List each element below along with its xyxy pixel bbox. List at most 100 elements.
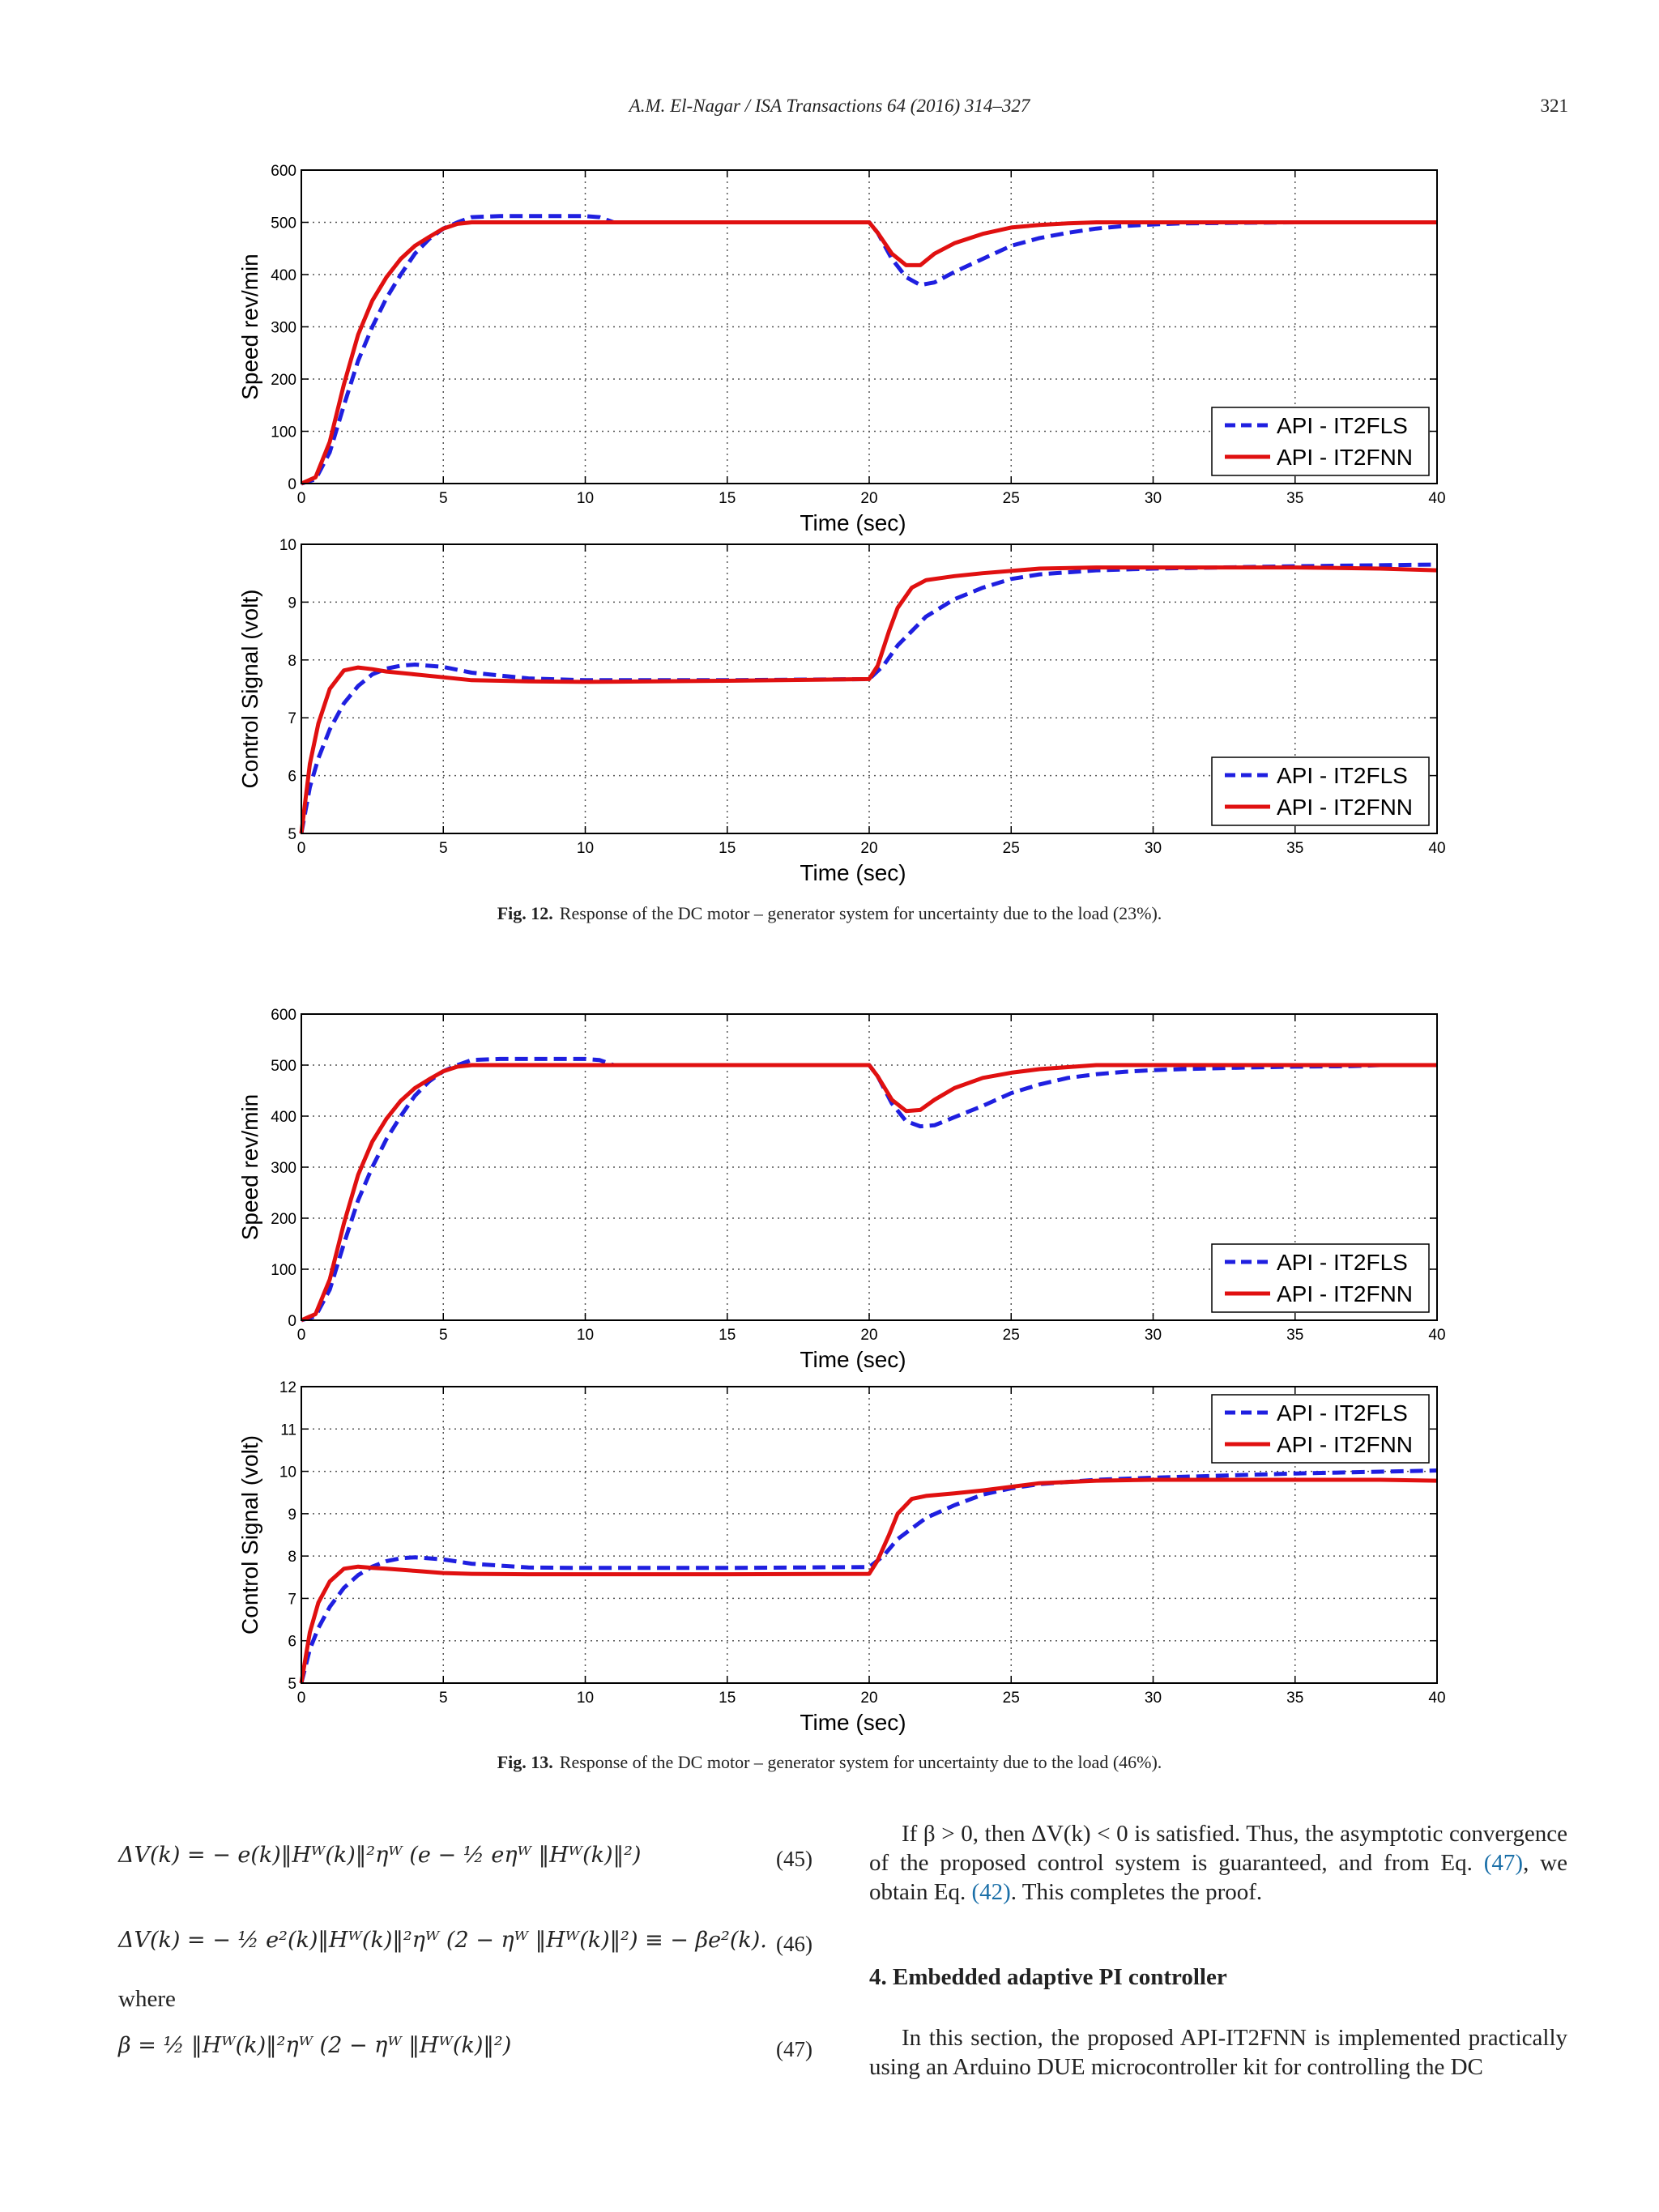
series-line-it2fnn — [299, 1477, 1438, 1684]
eq42-reference-link[interactable]: (42) — [971, 1879, 1011, 1905]
proof-paragraph: If β > 0, then ΔV(k) < 0 is satisfied. T… — [869, 1821, 1567, 1905]
legend-box — [1211, 407, 1430, 476]
x-tick-label: 10 — [577, 1327, 594, 1344]
y-tick-label: 10 — [279, 537, 296, 554]
x-tick-label: 0 — [297, 1690, 306, 1707]
y-tick-label: 9 — [288, 595, 296, 612]
y-tick-label: 400 — [271, 1109, 296, 1126]
x-tick-label: 25 — [1003, 1690, 1020, 1707]
x-tick-label: 40 — [1428, 1690, 1445, 1707]
x-axis-label: Time (sec) — [800, 510, 906, 535]
x-tick-label: 30 — [1145, 1690, 1162, 1707]
page-number: 321 — [1540, 96, 1569, 116]
legend: API - IT2FLS API - IT2FNN — [1211, 407, 1430, 476]
x-tick-label: 15 — [719, 1690, 736, 1707]
x-axis-label: Time (sec) — [800, 860, 906, 885]
legend: API - IT2FLS API - IT2FNN — [1211, 757, 1430, 826]
legend-label-it2fnn: API - IT2FNN — [1277, 445, 1413, 470]
x-tick-label: 30 — [1145, 1327, 1162, 1344]
x-tick-label: 25 — [1003, 1327, 1020, 1344]
figure-13-caption-text: Response of the DC motor – generator sys… — [559, 1752, 1162, 1772]
y-tick-label: 100 — [271, 424, 296, 441]
figure-12-label: Fig. 12. — [497, 903, 553, 923]
x-tick-label: 10 — [577, 490, 594, 507]
y-tick-label: 10 — [279, 1464, 296, 1481]
x-tick-label: 30 — [1145, 840, 1162, 857]
legend: API - IT2FLS API - IT2FNN — [1211, 1394, 1430, 1464]
figure-12-caption: Fig. 12. Response of the DC motor – gener… — [0, 903, 1659, 924]
y-tick-label: 600 — [271, 163, 296, 180]
figure-13-speed-plot: 0 5 10 15 20 25 30 35 400100200300400500600Time … — [237, 1007, 1446, 1372]
y-axis-label: Speed rev/min — [237, 1094, 262, 1241]
x-tick-label: 25 — [1003, 490, 1020, 507]
x-tick-label: 15 — [719, 490, 736, 507]
x-tick-label: 5 — [439, 840, 448, 857]
axes-frame — [301, 1013, 1438, 1321]
equation-46-number: (46) — [776, 1932, 812, 1956]
equation-45: ΔV(k) = − e(k)‖Hᵂ(k)‖²ηᵂ (e − ½ eηᵂ ‖Hᵂ(… — [118, 1843, 642, 1868]
y-tick-label: 6 — [288, 1634, 296, 1651]
x-tick-label: 30 — [1145, 490, 1162, 507]
x-tick-label: 40 — [1428, 1327, 1445, 1344]
equation-45-number: (45) — [776, 1847, 812, 1871]
y-tick-label: 500 — [271, 215, 296, 232]
legend-label-it2fls: API - IT2FLS — [1277, 1250, 1408, 1275]
y-tick-label: 8 — [288, 653, 296, 670]
series-line-it2fnn — [301, 1063, 1437, 1323]
y-tick-label: 9 — [288, 1507, 296, 1524]
figure-12-speed-plot: 0 5 10 15 20 25 30 35 400100200300400500600Time … — [237, 163, 1446, 535]
section-paragraph: In this section, the proposed API-IT2FNN… — [869, 2025, 1567, 2080]
y-tick-label: 400 — [271, 267, 296, 284]
y-tick-label: 12 — [279, 1379, 296, 1396]
y-tick-label: 5 — [288, 826, 296, 843]
legend-box — [1211, 1394, 1430, 1464]
y-tick-label: 500 — [271, 1058, 296, 1075]
x-tick-label: 20 — [860, 840, 877, 857]
eq47-reference-link[interactable]: (47) — [1483, 1850, 1524, 1876]
x-tick-label: 5 — [439, 1690, 448, 1707]
x-tick-label: 10 — [577, 1690, 594, 1707]
y-axis-label: Speed rev/min — [237, 254, 262, 400]
legend-label-it2fls: API - IT2FLS — [1277, 413, 1408, 438]
y-tick-label: 6 — [288, 769, 296, 786]
y-tick-label: 7 — [288, 1591, 296, 1608]
x-tick-label: 35 — [1286, 1327, 1303, 1344]
y-tick-label: 200 — [271, 372, 296, 389]
figure-13-caption: Fig. 13. Response of the DC motor – gener… — [0, 1752, 1659, 1773]
axes-frame — [301, 543, 1438, 834]
x-tick-label: 20 — [860, 1327, 877, 1344]
y-tick-label: 200 — [271, 1211, 296, 1228]
legend-label-it2fls: API - IT2FLS — [1277, 763, 1408, 788]
where-text: where — [118, 1986, 176, 2012]
x-tick-label: 25 — [1003, 840, 1020, 857]
x-axis-label: Time (sec) — [800, 1710, 906, 1735]
x-tick-label: 0 — [297, 1327, 306, 1344]
section-heading: 4. Embedded adaptive PI controller — [869, 1964, 1227, 1990]
figure-12-caption-text: Response of the DC motor – generator sys… — [559, 903, 1162, 923]
series-line-it2fnn — [300, 220, 1437, 486]
y-tick-label: 7 — [288, 710, 296, 727]
y-axis-label: Control Signal (volt) — [237, 590, 262, 789]
y-tick-label: 600 — [271, 1007, 296, 1024]
series-line-it2fls — [301, 214, 1437, 486]
axes-frame — [301, 1386, 1438, 1684]
y-tick-label: 300 — [271, 1160, 296, 1177]
y-tick-label: 5 — [288, 1676, 296, 1693]
equation-47-number: (47) — [776, 2037, 812, 2061]
x-tick-label: 10 — [577, 840, 594, 857]
y-tick-label: 11 — [280, 1421, 296, 1438]
y-axis-label: Control Signal (volt) — [237, 1435, 262, 1634]
y-tick-label: 0 — [288, 1313, 296, 1330]
x-tick-label: 5 — [439, 1327, 448, 1344]
x-tick-label: 20 — [860, 490, 877, 507]
x-tick-label: 35 — [1286, 1690, 1303, 1707]
legend-label-it2fls: API - IT2FLS — [1277, 1400, 1408, 1426]
legend-label-it2fnn: API - IT2FNN — [1277, 795, 1413, 820]
legend-label-it2fnn: API - IT2FNN — [1277, 1281, 1413, 1306]
legend-box — [1211, 757, 1430, 826]
y-tick-label: 100 — [271, 1262, 296, 1279]
y-tick-label: 300 — [271, 320, 296, 337]
x-tick-label: 35 — [1286, 840, 1303, 857]
equation-47: β = ½ ‖Hᵂ(k)‖²ηᵂ (2 − ηᵂ ‖Hᵂ(k)‖²) — [118, 2033, 512, 2058]
